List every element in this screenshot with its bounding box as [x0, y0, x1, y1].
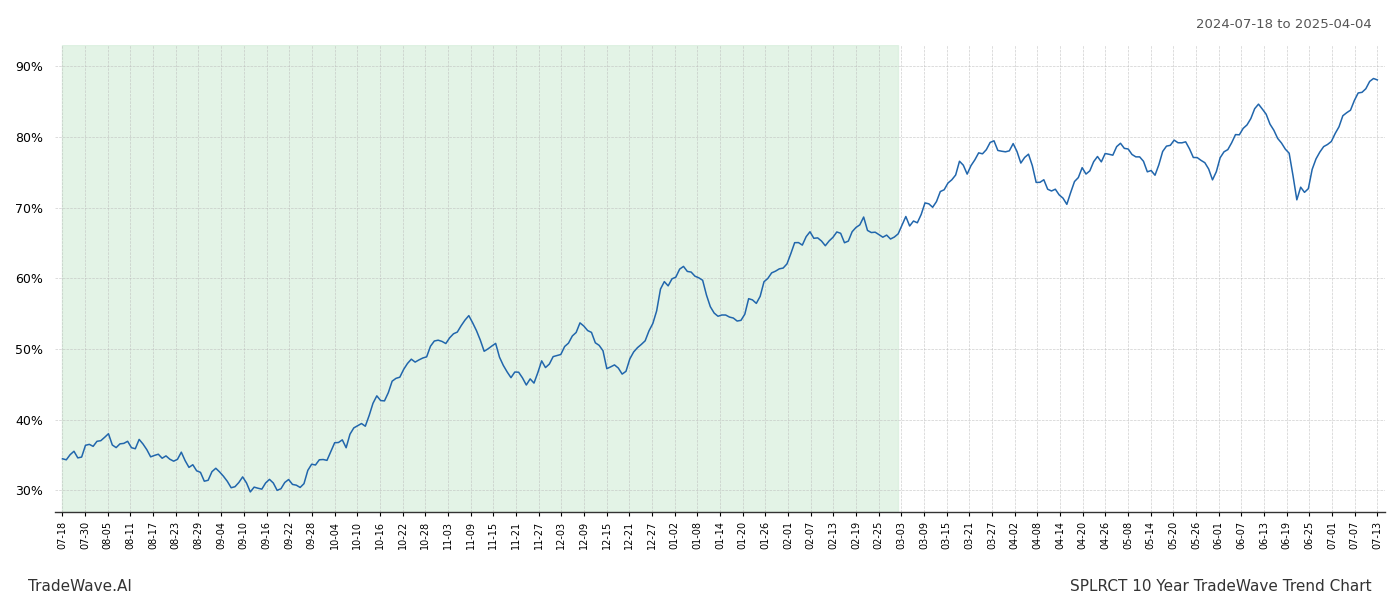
Text: 2024-07-18 to 2025-04-04: 2024-07-18 to 2025-04-04: [1196, 18, 1372, 31]
Text: TradeWave.AI: TradeWave.AI: [28, 579, 132, 594]
Bar: [63, 45, 899, 512]
Text: SPLRCT 10 Year TradeWave Trend Chart: SPLRCT 10 Year TradeWave Trend Chart: [1071, 579, 1372, 594]
